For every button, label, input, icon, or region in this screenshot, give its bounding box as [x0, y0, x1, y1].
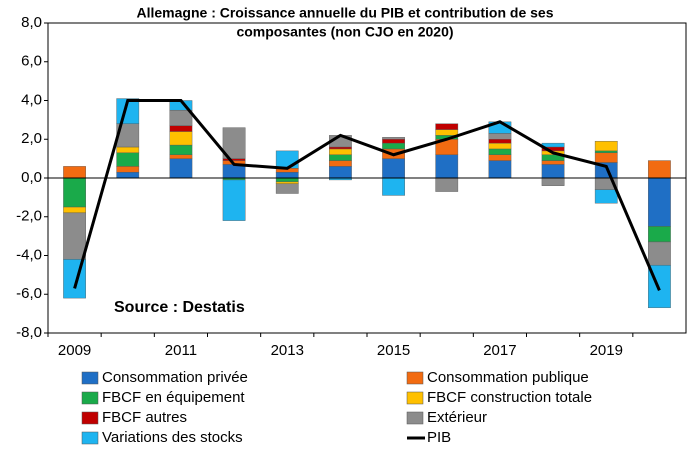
legend-swatch [81, 411, 99, 425]
y-tick-label: 2,0 [21, 130, 42, 147]
bar-segment [435, 154, 459, 179]
legend-swatch [81, 431, 99, 445]
bar-segment [169, 131, 193, 146]
legend-label: Extérieur [427, 409, 487, 426]
legend-swatch [406, 391, 424, 405]
annotation: Source : Destatis [114, 299, 245, 316]
bar-segment [594, 152, 618, 163]
bar-segment [169, 154, 193, 159]
bar-segment [594, 150, 618, 154]
bar-segment [648, 177, 671, 227]
bar-segment [329, 160, 352, 167]
bar-segment [648, 226, 671, 243]
bar-segment [275, 181, 299, 185]
bar-segment [222, 127, 246, 159]
bar-segment [169, 158, 193, 179]
y-tick-label: 0,0 [21, 169, 42, 186]
x-tick-label: 2015 [377, 342, 410, 359]
bar-segment [648, 241, 671, 266]
legend-label: Consommation publique [427, 369, 589, 386]
bar-segment [541, 177, 565, 186]
bar-segment [488, 154, 512, 161]
bar-segment [275, 171, 299, 179]
y-tick-label: 8,0 [21, 14, 42, 31]
legend-label: FBCF construction totale [427, 389, 592, 406]
x-tick-label: 2017 [483, 342, 516, 359]
bar-segment [116, 171, 140, 179]
legend-label: Consommation privée [102, 369, 248, 386]
bar-segment [488, 142, 512, 150]
bar-segment [275, 150, 299, 169]
line [73, 99, 661, 291]
legend-swatch [406, 411, 424, 425]
bar-segment [541, 142, 565, 148]
bar-segment [382, 137, 405, 140]
bar-segment [488, 139, 512, 144]
bar-segment [222, 158, 246, 161]
bar-segment [116, 152, 140, 167]
bar-segment [169, 109, 193, 126]
legend-swatch [406, 371, 424, 385]
bar-segment [116, 146, 140, 154]
bar-segment [435, 123, 459, 130]
y-tick-label: -8,0 [16, 324, 42, 341]
x-tick-label: 2009 [58, 342, 91, 359]
y-tick-label: -6,0 [16, 285, 42, 302]
bar-segment [275, 183, 299, 194]
chart-title: composantes (non CJO en 2020) [236, 24, 453, 40]
legend-label: FBCF en équipement [102, 389, 245, 406]
bar-segment [63, 212, 86, 260]
bar-segment [541, 160, 565, 165]
bar-segment [594, 140, 618, 152]
legend-label: FBCF autres [102, 409, 187, 426]
bar-segment [435, 177, 459, 192]
bar-segment [488, 133, 512, 140]
bar-segment [116, 166, 140, 173]
bar-segment [435, 129, 459, 136]
y-tick-label: 6,0 [21, 53, 42, 70]
x-tick-label: 2013 [271, 342, 304, 359]
legend-label: PIB [427, 429, 451, 446]
bar-segment [329, 166, 352, 179]
x-tick-label: 2011 [165, 342, 197, 359]
legend-swatch [81, 391, 99, 405]
bar-segment [329, 146, 352, 150]
legend-label: Variations des stocks [102, 429, 243, 446]
y-tick-label: -2,0 [16, 208, 42, 225]
bar-segment [382, 158, 405, 179]
bar-segment [329, 148, 352, 155]
bar-segment [63, 206, 86, 214]
bar-segment [329, 154, 352, 161]
bar-segment [488, 160, 512, 179]
chart-title: Allemagne : Croissance annuelle du PIB e… [137, 5, 554, 21]
bar-segment [488, 148, 512, 155]
bar-segment [222, 179, 246, 221]
legend-swatch [81, 371, 99, 385]
bar-segment [382, 142, 405, 150]
x-tick-label: 2019 [590, 342, 623, 359]
bar-segment [382, 177, 405, 196]
bar-segment [648, 160, 671, 179]
y-tick-label: -4,0 [16, 246, 42, 263]
bar-segment [382, 139, 405, 144]
bar-segment [594, 189, 618, 204]
bar-segment [275, 177, 299, 183]
y-tick-label: 4,0 [21, 91, 42, 108]
bar-segment [541, 164, 565, 179]
bar-segment [169, 144, 193, 155]
bar-segment [169, 125, 193, 132]
bar-segment [63, 177, 86, 208]
bar-segment [63, 166, 86, 179]
